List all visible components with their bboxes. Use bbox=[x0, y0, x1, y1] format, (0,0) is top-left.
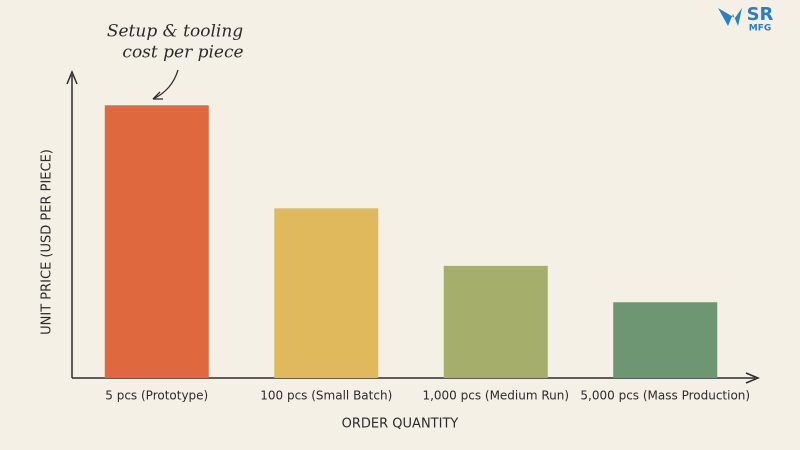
bar bbox=[613, 302, 718, 378]
logo: SR MFG bbox=[718, 4, 774, 34]
x-tick-label: 5 pcs (Prototype) bbox=[105, 389, 208, 403]
x-tick-label: 5,000 pcs (Mass Production) bbox=[580, 389, 750, 403]
annotation-arrow bbox=[152, 69, 179, 100]
annotation: Setup & tooling bbox=[107, 22, 243, 42]
bar bbox=[274, 208, 379, 378]
annotation: cost per piece bbox=[122, 43, 243, 63]
x-axis-label: ORDER QUANTITY bbox=[342, 417, 459, 432]
bar bbox=[443, 265, 548, 378]
logo-mark bbox=[718, 8, 742, 26]
y-axis-label: UNIT PRICE (USD PER PIECE) bbox=[40, 149, 55, 335]
x-tick-label: 100 pcs (Small Batch) bbox=[260, 389, 392, 403]
y-axis-arrow bbox=[66, 70, 78, 85]
x-axis-arrow bbox=[745, 372, 760, 384]
bar bbox=[104, 105, 209, 379]
logo-text: SR bbox=[747, 4, 774, 25]
x-tick-label: 1,000 pcs (Medium Run) bbox=[422, 389, 569, 403]
annotation-arrowhead bbox=[152, 91, 163, 100]
logo-subtext: MFG bbox=[749, 24, 772, 34]
